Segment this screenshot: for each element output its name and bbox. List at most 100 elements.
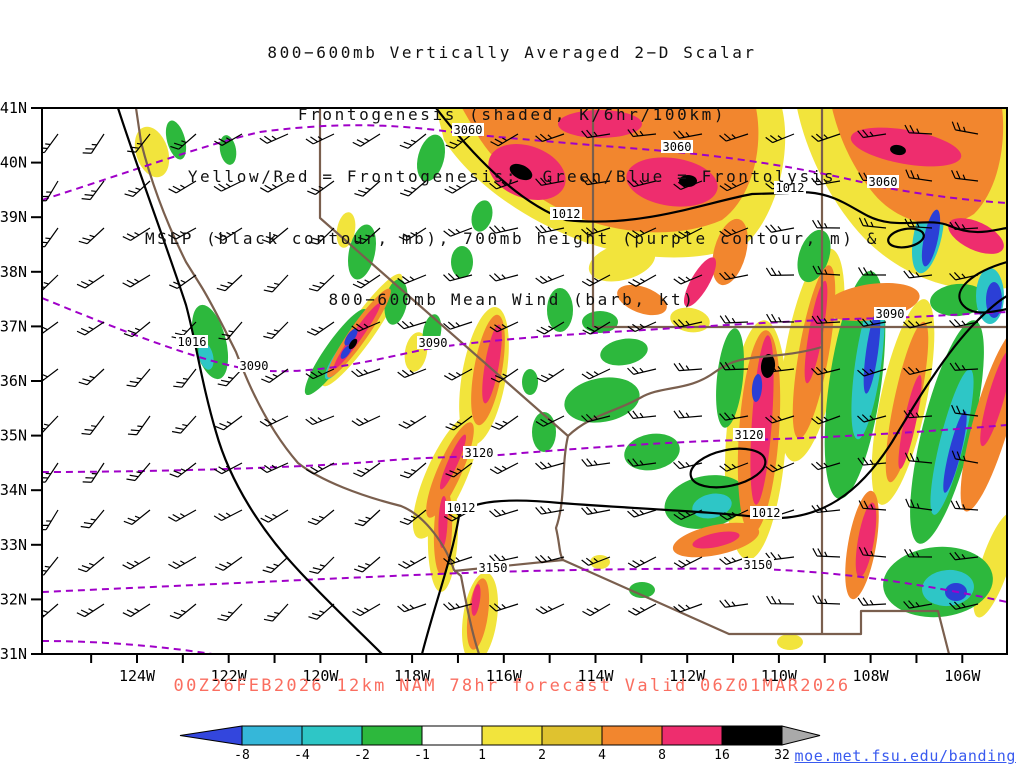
map-shape xyxy=(397,603,427,613)
map-shape xyxy=(482,324,502,404)
map-shape xyxy=(42,424,1007,473)
wind-barb xyxy=(858,500,887,511)
map-shape xyxy=(716,328,744,428)
wind-barb xyxy=(261,368,289,384)
wind-barb xyxy=(305,368,335,380)
lat-label: 36N xyxy=(0,372,27,390)
map-shape xyxy=(81,415,105,436)
wind-barb xyxy=(489,603,519,612)
map-shape xyxy=(461,572,499,654)
map-shape xyxy=(812,548,841,558)
wind-barb xyxy=(305,415,335,426)
wind-barb xyxy=(308,603,335,620)
map-shape xyxy=(438,496,448,548)
wind-barb xyxy=(673,509,703,520)
map-shape xyxy=(883,546,993,618)
map-shape xyxy=(42,415,59,434)
map-shape xyxy=(943,411,967,493)
map-shape xyxy=(581,506,611,515)
wind-barb xyxy=(309,556,335,574)
forecast-caption: 00Z26FEB2026 12km NAM 78hr forecast Vali… xyxy=(173,676,851,696)
wind-barb xyxy=(951,450,979,464)
wind-barb xyxy=(260,509,289,523)
wind-barb xyxy=(811,366,841,376)
map-shape xyxy=(42,556,59,576)
map-shape xyxy=(600,338,648,366)
map-shape xyxy=(765,551,795,561)
wind-barb xyxy=(213,509,243,522)
map-shape xyxy=(719,361,749,371)
map-shape xyxy=(126,462,151,482)
map-shape xyxy=(930,369,974,515)
wind-barb xyxy=(673,410,703,419)
map-shape xyxy=(42,567,1007,603)
map-shape xyxy=(857,414,887,423)
map-shape xyxy=(904,452,933,464)
map-shape xyxy=(590,555,610,569)
title-line-3: Yellow/Red = Frontogenesis; Green/Blue =… xyxy=(187,166,837,186)
wind-barb xyxy=(76,603,105,618)
map-shape xyxy=(427,472,459,592)
wind-barb xyxy=(42,509,59,531)
contour-label: 3120 xyxy=(735,428,764,442)
wind-barb xyxy=(765,509,795,518)
wind-barb xyxy=(673,460,703,470)
wind-barb xyxy=(169,603,197,620)
wind-barb xyxy=(489,462,519,475)
colorbar-tick-label: 4 xyxy=(598,748,606,763)
map-shape xyxy=(535,415,565,427)
map-shape xyxy=(692,493,732,519)
wind-barb xyxy=(352,603,381,617)
colorbar-segment xyxy=(301,725,363,746)
wind-barb xyxy=(126,368,151,388)
wind-barb xyxy=(81,415,105,436)
map-shape xyxy=(777,634,803,650)
map-shape xyxy=(522,369,538,395)
colorbar-tick-label: -1 xyxy=(414,748,430,763)
map-shape xyxy=(42,603,59,620)
wind-barb xyxy=(536,368,565,383)
wind-barb xyxy=(77,556,105,573)
wind-barb xyxy=(398,556,427,569)
map-shape xyxy=(489,462,519,475)
wind-barb xyxy=(127,415,151,436)
map-shape xyxy=(664,475,748,529)
wind-barb xyxy=(122,603,151,618)
map-shape xyxy=(905,498,933,511)
map-shape xyxy=(719,462,749,472)
wind-barb xyxy=(535,506,565,515)
wind-barb xyxy=(489,508,519,518)
map-shape xyxy=(903,366,933,376)
wind-barb xyxy=(673,603,703,613)
map-shape xyxy=(123,509,151,525)
map-shape xyxy=(169,462,197,478)
contour-label: 1012 xyxy=(752,506,781,520)
colorado-river xyxy=(567,345,823,437)
colorbar-segment xyxy=(361,725,423,746)
wind-barb xyxy=(950,500,979,511)
map-shape xyxy=(719,509,749,521)
map-shape xyxy=(215,415,243,431)
map-shape xyxy=(260,509,289,523)
wind-barb xyxy=(857,457,887,466)
map-shape xyxy=(673,603,703,613)
credit-link[interactable]: moe.met.fsu.edu/banding xyxy=(794,747,1016,765)
map-shape xyxy=(535,603,565,615)
map-shape xyxy=(259,462,289,474)
map-shape xyxy=(627,509,657,518)
map-shape xyxy=(765,462,795,473)
colorbar-tick-label: -8 xyxy=(234,748,250,763)
map-shape xyxy=(719,412,749,421)
colorbar-tick-label: 2 xyxy=(538,748,546,763)
map-shape xyxy=(581,458,611,467)
map-shape xyxy=(857,368,887,377)
wind-barb xyxy=(354,509,381,527)
lat-label: 35N xyxy=(0,427,27,445)
map-shape xyxy=(420,295,1007,654)
map-shape xyxy=(858,546,887,558)
wind-barb xyxy=(399,462,427,479)
contour-label: 3150 xyxy=(479,561,508,575)
wind-barb xyxy=(903,409,933,419)
map-shape xyxy=(581,413,611,423)
wind-barb xyxy=(490,368,519,383)
